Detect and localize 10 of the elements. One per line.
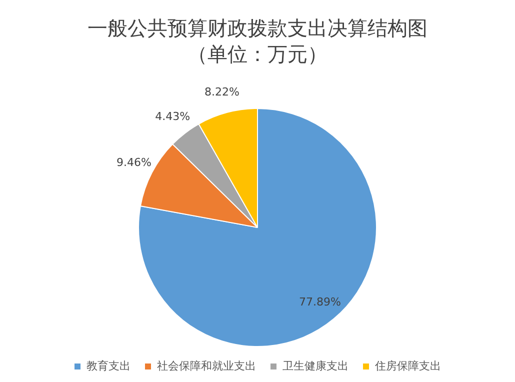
- data-label: 77.89%: [298, 295, 341, 308]
- legend-label: 住房保障支出: [375, 359, 441, 372]
- chart-subtitle: （单位：万元）: [188, 42, 328, 66]
- data-label: 8.22%: [204, 86, 240, 99]
- chart-title: 一般公共预算财政拨款支出决算结构图: [88, 16, 428, 40]
- data-label: 4.43%: [155, 110, 190, 123]
- legend-label: 卫生健康支出: [282, 359, 348, 372]
- legend-label: 教育支出: [86, 359, 130, 372]
- data-label: 9.46%: [116, 156, 152, 170]
- legend-label: 社会保障和就业支出: [157, 359, 256, 372]
